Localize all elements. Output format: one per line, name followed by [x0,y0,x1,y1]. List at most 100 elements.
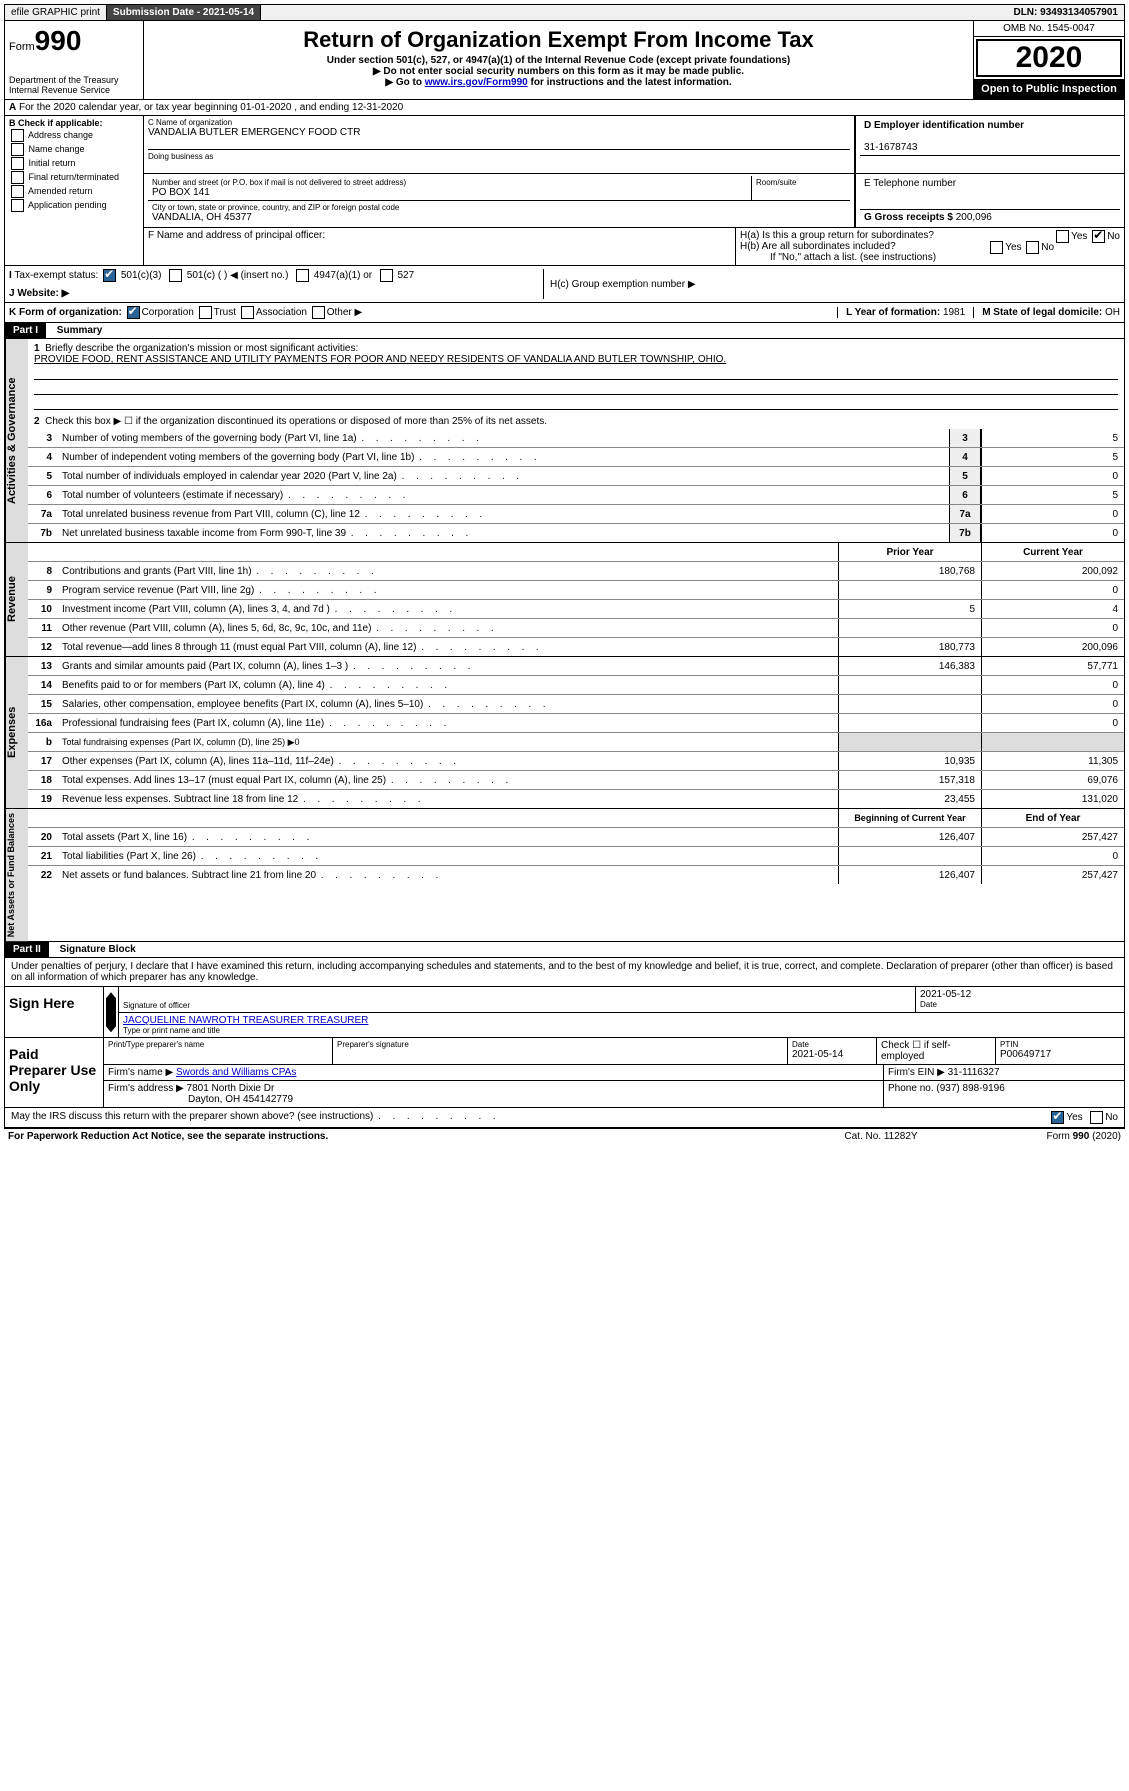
firm-ein: 31-1116327 [948,1067,1000,1078]
sub3-post: for instructions and the latest informat… [531,77,732,88]
line-15: 15 Salaries, other compensation, employe… [28,695,1124,714]
chk-other[interactable] [312,306,325,319]
line-13: 13 Grants and similar amounts paid (Part… [28,657,1124,676]
tax-year: 2020 [976,39,1122,77]
firm-addr: 7801 North Dixie Dr [187,1083,275,1094]
hdr-prior: Prior Year [838,543,981,561]
form-header: Form990 Department of the Treasury Inter… [4,21,1125,100]
l-label: L Year of formation: [846,307,940,318]
line-14: 14 Benefits paid to or for members (Part… [28,676,1124,695]
part2-subtitle: Signature Block [52,944,136,955]
revenue-section: Revenue Prior Year Current Year 8 Contri… [4,543,1125,657]
discuss-yes[interactable] [1051,1111,1064,1124]
ha-row: H(a) Is this a group return for subordin… [740,230,1120,241]
dba-label: Doing business as [148,149,850,161]
subtitle-1: Under section 501(c), 527, or 4947(a)(1)… [148,55,969,66]
line-5: 5 Total number of individuals employed i… [28,467,1124,486]
sig-officer-label: Signature of officer [123,1001,911,1010]
form-number: Form990 [9,25,139,57]
chk-assoc[interactable] [241,306,254,319]
form-ref: Form 990 (2020) [971,1131,1121,1142]
chk-final-return[interactable]: Final return/terminated [9,171,139,184]
chk-527[interactable] [380,269,393,282]
line-10: 10 Investment income (Part VIII, column … [28,600,1124,619]
prep-date: 2021-05-14 [792,1049,872,1060]
hdr-end: End of Year [981,809,1124,827]
sig-date-label: Date [920,1000,1120,1009]
chk-501c3[interactable] [103,269,116,282]
subtitle-3: ▶ Go to www.irs.gov/Form990 for instruct… [148,77,969,88]
dept-label: Department of the Treasury Internal Reve… [9,75,139,95]
row-i-j: I Tax-exempt status: 501(c)(3) 501(c) ( … [4,266,1125,303]
line-9: 9 Program service revenue (Part VIII, li… [28,581,1124,600]
hc-row: H(c) Group exemption number ▶ [550,279,1120,290]
pra-notice: For Paperwork Reduction Act Notice, see … [8,1131,791,1142]
firm-city: Dayton, OH 454142779 [108,1094,293,1105]
officer-name-link[interactable]: JACQUELINE NAWROTH TREASURER TREASURER [123,1015,368,1026]
form-num: 990 [35,25,82,56]
city-label: City or town, state or province, country… [152,203,846,212]
hdr-current: Current Year [981,543,1124,561]
line-6: 6 Total number of volunteers (estimate i… [28,486,1124,505]
hdr-begin: Beginning of Current Year [838,809,981,827]
footer: For Paperwork Reduction Act Notice, see … [4,1128,1125,1144]
governance-section: Activities & Governance 1 Briefly descri… [4,339,1125,543]
perjury-text: Under penalties of perjury, I declare th… [5,958,1124,987]
netassets-section: Net Assets or Fund Balances Beginning of… [4,809,1125,942]
chk-4947[interactable] [296,269,309,282]
firm-addr-label: Firm's address ▶ [108,1083,184,1094]
room-label: Room/suite [756,178,846,187]
section-b-title: B Check if applicable: [9,118,103,128]
row-k: K Form of organization: Corporation Trus… [4,303,1125,323]
line-12: 12 Total revenue—add lines 8 through 11 … [28,638,1124,656]
efile-label[interactable]: efile GRAPHIC print [5,5,107,20]
paid-preparer-label: Paid Preparer Use Only [5,1038,104,1107]
side-expenses: Expenses [5,657,28,808]
form-prefix: Form [9,41,35,53]
side-revenue: Revenue [5,543,28,656]
chk-trust[interactable] [199,306,212,319]
line-3: 3 Number of voting members of the govern… [28,429,1124,448]
row-a-period: A For the 2020 calendar year, or tax yea… [4,100,1125,116]
section-b: B Check if applicable: Address change Na… [5,116,144,265]
side-governance: Activities & Governance [5,339,28,542]
website-label: Website: ▶ [17,288,69,299]
open-public-badge: Open to Public Inspection [974,79,1124,99]
instructions-link[interactable]: www.irs.gov/Form990 [425,77,528,88]
k-label: K Form of organization: [9,307,122,318]
chk-address-change[interactable]: Address change [9,129,139,142]
line-20: 20 Total assets (Part X, line 16) 126,40… [28,828,1124,847]
line-11: 11 Other revenue (Part VIII, column (A),… [28,619,1124,638]
firm-ein-label: Firm's EIN ▶ [888,1067,945,1078]
discuss-no[interactable] [1090,1111,1103,1124]
m-value: OH [1105,307,1120,318]
chk-corp[interactable] [127,306,140,319]
self-employed-check[interactable]: Check ☐ if self-employed [877,1038,996,1064]
cat-no: Cat. No. 11282Y [791,1131,971,1142]
part1-badge: Part I [5,323,46,338]
tax-status-label: Tax-exempt status: [14,270,98,281]
part2-header-row: Part II Signature Block [4,942,1125,958]
firm-name-label: Firm's name ▶ [108,1067,173,1078]
chk-name-change[interactable]: Name change [9,143,139,156]
sub3-pre: ▶ Go to [385,77,424,88]
prep-date-label: Date [792,1040,872,1049]
sign-here-label: Sign Here [5,987,104,1037]
firm-name-link[interactable]: Swords and Williams CPAs [176,1067,296,1078]
prep-sig-label: Preparer's signature [337,1040,783,1049]
l-value: 1981 [943,307,965,318]
chk-initial-return[interactable]: Initial return [9,157,139,170]
line-8: 8 Contributions and grants (Part VIII, l… [28,562,1124,581]
line-17: 17 Other expenses (Part IX, column (A), … [28,752,1124,771]
submission-date[interactable]: Submission Date - 2021-05-14 [107,5,261,20]
line2-text: Check this box ▶ ☐ if the organization d… [45,416,547,427]
chk-app-pending[interactable]: Application pending [9,199,139,212]
chk-501c[interactable] [169,269,182,282]
line1-label: Briefly describe the organization's miss… [45,343,358,354]
chk-amended[interactable]: Amended return [9,185,139,198]
part1-header-row: Part I Summary [4,323,1125,339]
addr-value: PO BOX 141 [152,187,747,198]
line-7a: 7a Total unrelated business revenue from… [28,505,1124,524]
top-bar: efile GRAPHIC print Submission Date - 20… [4,4,1125,21]
gross-value: 200,096 [956,212,992,223]
